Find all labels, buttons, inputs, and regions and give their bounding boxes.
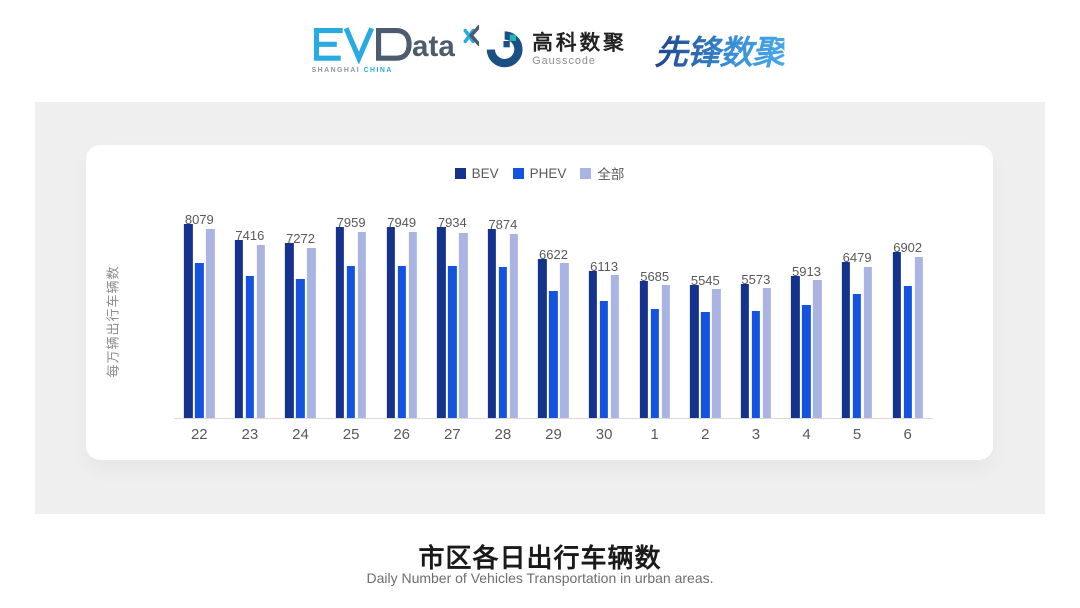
svg-text:ata: ata	[412, 30, 455, 63]
